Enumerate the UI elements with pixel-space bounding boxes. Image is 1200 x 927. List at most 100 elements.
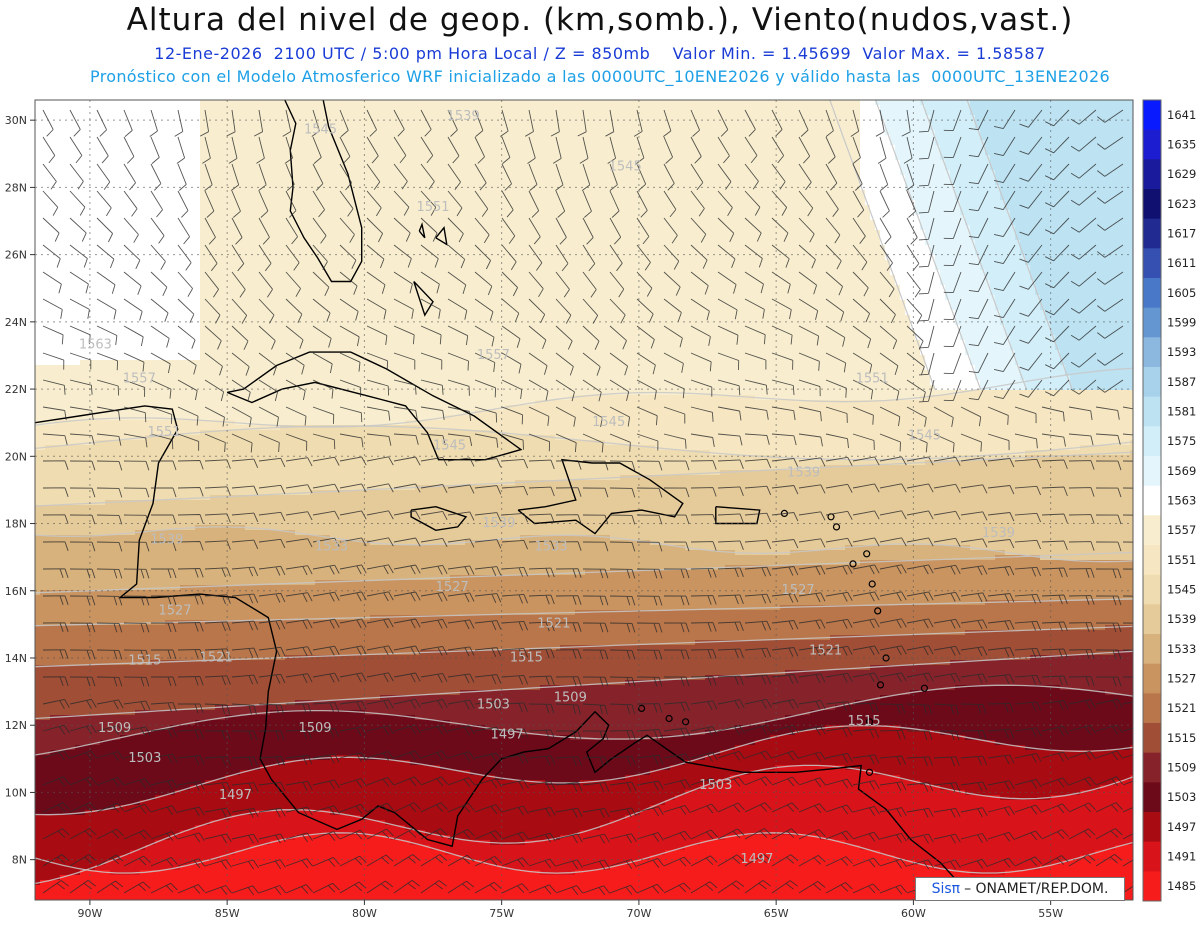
longitude-label: 70W — [626, 907, 651, 920]
colorbar-segment — [1143, 634, 1161, 664]
longitude-label: 85W — [215, 907, 240, 920]
colorbar-label: 1551 — [1167, 553, 1196, 567]
latitude-label: 14N — [5, 652, 27, 665]
colorbar-label: 1509 — [1167, 761, 1196, 775]
colorbar-label: 1587 — [1167, 375, 1196, 389]
contour-label: 1527 — [158, 603, 191, 618]
colorbar-segment — [1143, 159, 1161, 189]
latitude-label: 28N — [5, 181, 27, 194]
geopotential-shading — [35, 100, 1136, 901]
colorbar-label: 1533 — [1167, 642, 1196, 656]
colorbar-segment — [1143, 871, 1161, 901]
contour-label: 1527 — [782, 583, 815, 598]
contour-label: 1509 — [98, 721, 131, 736]
colorbar-segment — [1143, 515, 1161, 545]
contour-label: 1551 — [147, 425, 180, 440]
colorbar-segment — [1143, 367, 1161, 397]
contour-label: 1539 — [447, 109, 480, 124]
longitude-label: 55W — [1038, 907, 1063, 920]
latitude-label: 16N — [5, 585, 27, 598]
latitude-label: 10N — [5, 786, 27, 799]
colorbar-label: 1545 — [1167, 583, 1196, 597]
contour-label: 1545 — [908, 429, 941, 444]
credit-box: Sisπ – ONAMET/REP.DOM. — [915, 877, 1125, 901]
colorbar-label: 1635 — [1167, 138, 1196, 152]
colorbar-segment — [1143, 278, 1161, 308]
colorbar-label: 1491 — [1167, 850, 1196, 864]
colorbar-segment — [1143, 426, 1161, 456]
contour-label: 1509 — [298, 721, 331, 736]
latitude-label: 22N — [5, 383, 27, 396]
colorbar-label: 1503 — [1167, 790, 1196, 804]
colorbar-segment — [1143, 219, 1161, 249]
contour-label: 1545 — [304, 123, 337, 138]
colorbar-segment — [1143, 486, 1161, 516]
colorbar-segment — [1143, 308, 1161, 338]
colorbar-segment — [1143, 753, 1161, 783]
contour-label: 1503 — [477, 697, 510, 712]
credit-text: – ONAMET/REP.DOM. — [964, 881, 1108, 897]
contour-label: 1497 — [219, 788, 252, 803]
contour-label: 1545 — [433, 439, 466, 454]
colorbar-label: 1557 — [1167, 523, 1196, 537]
longitude-label: 90W — [77, 907, 102, 920]
colorbar-segment — [1143, 812, 1161, 842]
contour-label: 1497 — [740, 852, 773, 867]
latitude-label: 12N — [5, 719, 27, 732]
longitude-label: 60W — [901, 907, 926, 920]
contour-label: 1533 — [535, 539, 568, 554]
latitude-label: 18N — [5, 518, 27, 531]
latitude-label: 26N — [5, 249, 27, 262]
contour-label: 1521 — [200, 650, 233, 665]
contour-label: 1545 — [609, 160, 642, 175]
colorbar-segment — [1143, 337, 1161, 367]
colorbar-label: 1563 — [1167, 494, 1196, 508]
contour-label: 1557 — [477, 348, 510, 363]
colorbar-segment — [1143, 397, 1161, 427]
longitude-label: 65W — [764, 907, 789, 920]
latitude-label: 20N — [5, 450, 27, 463]
contour-label: 1539 — [150, 533, 183, 548]
sispi-logo: Sisπ — [932, 881, 961, 897]
colorbar-segment — [1143, 189, 1161, 219]
contour-label: 1503 — [699, 778, 732, 793]
contour-label: 1557 — [123, 371, 156, 386]
latitude-label: 30N — [5, 114, 27, 127]
colorbar-label: 1497 — [1167, 820, 1196, 834]
contour-label: 1521 — [537, 617, 570, 632]
colorbar-label: 1611 — [1167, 256, 1196, 270]
contour-label: 1551 — [856, 371, 889, 386]
colorbar-segment — [1143, 575, 1161, 605]
colorbar: 1641163516291623161716111605159915931587… — [1143, 100, 1196, 902]
colorbar-label: 1593 — [1167, 345, 1196, 359]
colorbar-label: 1623 — [1167, 197, 1196, 211]
latitude-label: 8N — [12, 854, 27, 867]
colorbar-label: 1575 — [1167, 434, 1196, 448]
contour-label: 1527 — [436, 580, 469, 595]
colorbar-label: 1527 — [1167, 672, 1196, 686]
colorbar-segment — [1143, 782, 1161, 812]
colorbar-segment — [1143, 693, 1161, 723]
contour-label: 1503 — [128, 751, 161, 766]
colorbar-segment — [1143, 100, 1161, 130]
contour-label: 1515 — [847, 714, 880, 729]
colorbar-label: 1629 — [1167, 167, 1196, 181]
contour-label: 1539 — [482, 516, 515, 531]
longitude-label: 80W — [352, 907, 377, 920]
colorbar-label: 1581 — [1167, 405, 1196, 419]
colorbar-segment — [1143, 604, 1161, 634]
colorbar-segment — [1143, 130, 1161, 160]
colorbar-segment — [1143, 723, 1161, 753]
contour-label: 1497 — [491, 728, 524, 743]
latitude-label: 24N — [5, 316, 27, 329]
contour-label: 1521 — [809, 644, 842, 659]
colorbar-label: 1515 — [1167, 731, 1196, 745]
colorbar-label: 1485 — [1167, 879, 1196, 893]
contour-label: 1509 — [554, 691, 587, 706]
colorbar-label: 1521 — [1167, 701, 1196, 715]
contour-label: 1545 — [592, 415, 625, 430]
colorbar-label: 1569 — [1167, 464, 1196, 478]
colorbar-label: 1599 — [1167, 316, 1196, 330]
contour-label: 1515 — [128, 654, 161, 669]
